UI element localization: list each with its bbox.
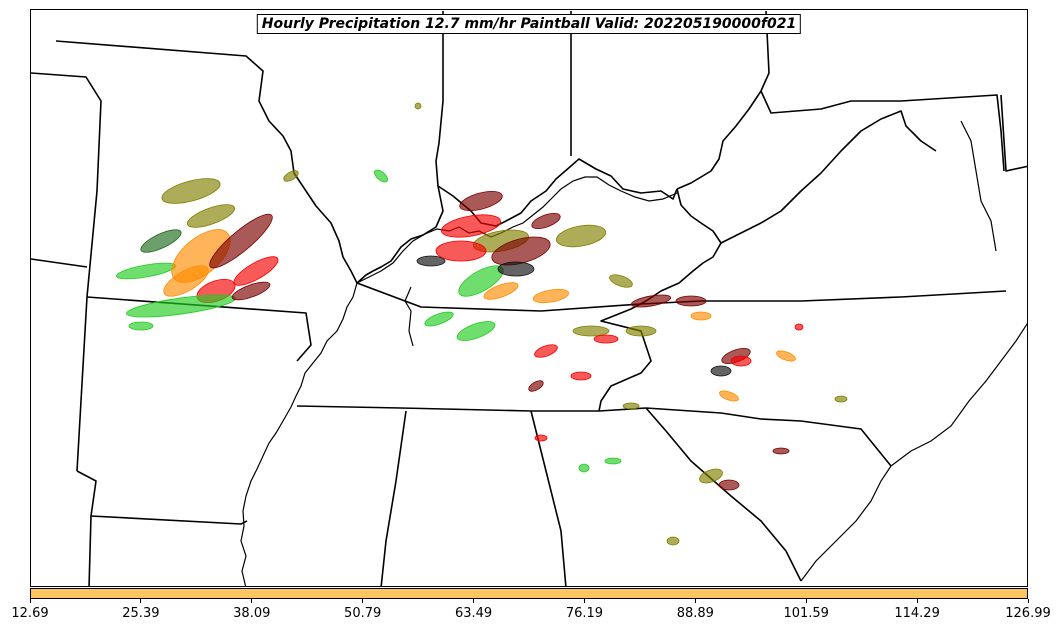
precip-blob bbox=[532, 288, 570, 304]
colorbar-tick bbox=[916, 599, 918, 603]
precip-blob bbox=[534, 434, 548, 442]
border-ks-mo bbox=[31, 258, 88, 268]
colorbar-tick bbox=[583, 599, 585, 603]
rivers bbox=[240, 120, 1027, 586]
colorbar-tick bbox=[1027, 599, 1029, 603]
precip-blob bbox=[625, 325, 657, 337]
precip-blob bbox=[128, 321, 154, 331]
precip-blob bbox=[675, 295, 707, 307]
precip-blob bbox=[126, 294, 236, 318]
precip-blob bbox=[435, 240, 487, 262]
border-wv-va-2 bbox=[720, 110, 937, 244]
precip-blob bbox=[622, 402, 640, 410]
precip-blob bbox=[209, 213, 273, 269]
border-nc-sc bbox=[645, 407, 892, 467]
ohio-river bbox=[356, 176, 678, 284]
precip-blob bbox=[776, 350, 796, 362]
border-il-ky bbox=[356, 11, 444, 284]
border-de bbox=[1000, 94, 1027, 172]
precip-blob bbox=[373, 169, 389, 183]
map-canvas bbox=[31, 10, 1027, 586]
precip-blob bbox=[710, 365, 732, 377]
precip-blob bbox=[140, 229, 182, 253]
precip-blob bbox=[718, 479, 740, 491]
colorbar-tick-label: 25.39 bbox=[122, 606, 160, 621]
colorbar-tick-label: 38.09 bbox=[233, 606, 271, 621]
precip-blob bbox=[497, 261, 535, 277]
border-wv-east bbox=[760, 90, 1005, 172]
colorbar-tick-label: 50.79 bbox=[344, 606, 382, 621]
precip-blob bbox=[666, 536, 680, 546]
colorbar-tick-label: 76.19 bbox=[565, 606, 604, 621]
precip-blob bbox=[593, 334, 619, 344]
precip-blob bbox=[534, 344, 558, 358]
border-la-ms bbox=[88, 515, 92, 586]
precip-blob bbox=[416, 255, 446, 267]
precip-blob bbox=[578, 463, 590, 473]
precip-blob bbox=[572, 325, 610, 337]
precip-paintball bbox=[116, 102, 848, 546]
precip-blob bbox=[424, 311, 454, 327]
map-title: Hourly Precipitation 12.7 mm/hr Paintbal… bbox=[256, 14, 802, 34]
precip-blob bbox=[690, 311, 712, 321]
precip-blob bbox=[186, 204, 236, 228]
border-ms-al bbox=[380, 410, 407, 586]
precip-blob bbox=[283, 170, 299, 182]
border-tn-south bbox=[296, 405, 647, 412]
colorbar-tick bbox=[694, 599, 696, 603]
precip-blob bbox=[163, 265, 209, 297]
colorbar-tick-label: 114.29 bbox=[894, 606, 940, 621]
colorbar-tick bbox=[362, 599, 364, 603]
precip-blob bbox=[414, 102, 422, 110]
chesapeake bbox=[960, 120, 997, 252]
tennessee-river bbox=[404, 286, 414, 347]
precip-blob bbox=[570, 371, 592, 381]
precip-blob bbox=[794, 323, 804, 331]
precip-blob bbox=[719, 390, 739, 402]
precip-blob bbox=[609, 274, 633, 288]
precip-blob bbox=[161, 178, 221, 204]
colorbar-tick bbox=[251, 599, 253, 603]
colorbar-tick-label: 126.99 bbox=[1005, 606, 1051, 621]
colorbar-tick-label: 88.89 bbox=[676, 606, 714, 621]
border-ia-mo bbox=[31, 72, 102, 298]
colorbar-tick bbox=[140, 599, 142, 603]
colorbar-tick-label: 101.59 bbox=[783, 606, 829, 621]
map-panel: Hourly Precipitation 12.7 mm/hr Paintbal… bbox=[30, 9, 1028, 587]
precip-blob bbox=[630, 294, 672, 308]
coastline-sc bbox=[800, 465, 892, 582]
precip-blob bbox=[456, 321, 496, 341]
precip-blob bbox=[441, 214, 501, 238]
border-ar-la bbox=[76, 470, 248, 525]
precip-blob bbox=[604, 457, 622, 465]
precip-blob bbox=[231, 281, 271, 301]
precip-blob bbox=[531, 212, 561, 230]
border-ga-sc bbox=[645, 407, 802, 582]
colorbar-tick bbox=[805, 599, 807, 603]
colorbar-tick bbox=[29, 599, 31, 603]
precip-blob bbox=[699, 468, 723, 484]
precip-blob bbox=[730, 355, 752, 367]
precip-blob bbox=[116, 262, 176, 280]
colorbar-tick bbox=[473, 599, 475, 603]
coastline-east bbox=[890, 322, 1027, 467]
border-ar-ok bbox=[76, 296, 88, 472]
precip-blob bbox=[483, 282, 519, 300]
border-oh-wv bbox=[676, 10, 770, 190]
border-tn-va bbox=[598, 308, 652, 412]
border-wv-va bbox=[630, 188, 722, 310]
border-ky-tn bbox=[356, 282, 1007, 312]
precip-blob bbox=[459, 191, 503, 211]
colorbar-tick-label: 12.69 bbox=[11, 606, 49, 621]
precip-blob bbox=[233, 256, 279, 286]
precip-blob bbox=[834, 395, 848, 403]
colorbar bbox=[30, 588, 1028, 599]
precip-blob bbox=[555, 224, 607, 248]
mississippi-river bbox=[240, 282, 358, 586]
precip-blob bbox=[528, 380, 544, 392]
colorbar-tick-label: 63.49 bbox=[454, 606, 493, 621]
precip-blob bbox=[772, 447, 790, 455]
